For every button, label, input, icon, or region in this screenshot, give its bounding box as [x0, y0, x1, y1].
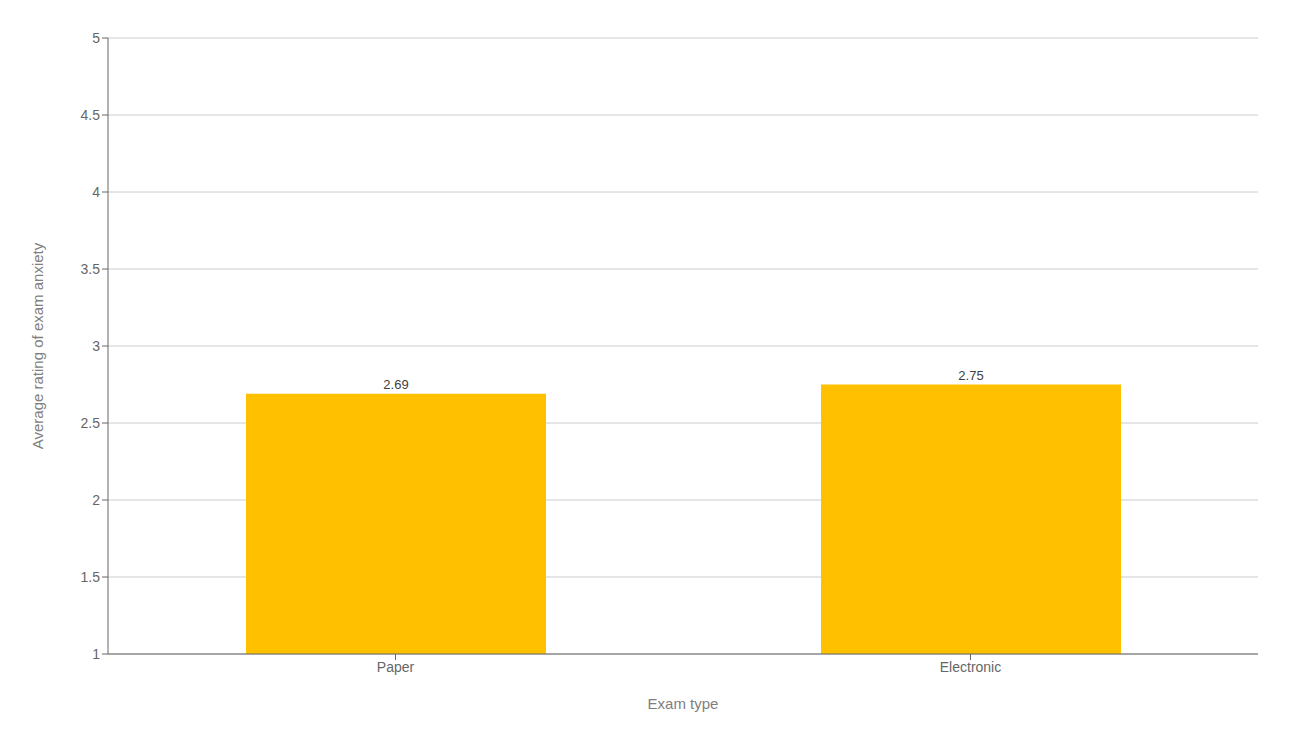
- svg-text:4: 4: [92, 184, 100, 200]
- svg-text:1.5: 1.5: [81, 569, 101, 585]
- svg-text:Paper: Paper: [377, 659, 415, 675]
- svg-text:Electronic: Electronic: [940, 659, 1001, 675]
- svg-text:3.5: 3.5: [81, 261, 101, 277]
- svg-text:2: 2: [92, 492, 100, 508]
- svg-text:Average rating of exam anxiety: Average rating of exam anxiety: [29, 242, 46, 449]
- svg-text:Exam type: Exam type: [648, 695, 719, 712]
- svg-text:5: 5: [92, 30, 100, 46]
- svg-text:2.69: 2.69: [383, 377, 408, 392]
- svg-text:1: 1: [92, 646, 100, 662]
- svg-text:3: 3: [92, 338, 100, 354]
- svg-text:4.5: 4.5: [81, 107, 101, 123]
- svg-text:2.5: 2.5: [81, 415, 101, 431]
- svg-text:2.75: 2.75: [958, 368, 983, 383]
